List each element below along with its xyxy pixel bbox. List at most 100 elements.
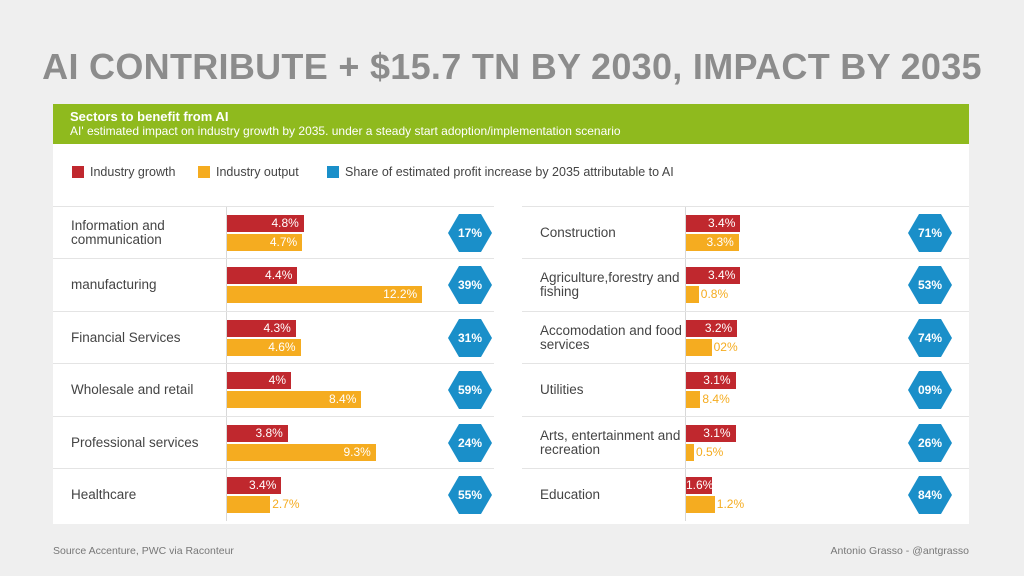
hexagon-shape bbox=[908, 214, 952, 252]
growth-bar: 3.4% bbox=[686, 215, 741, 232]
output-bar bbox=[686, 338, 712, 356]
share-hexagon: 84% bbox=[908, 476, 952, 514]
sector-label: Construction bbox=[540, 225, 616, 240]
share-hexagon: 53% bbox=[908, 266, 952, 305]
hexagon-fill bbox=[448, 371, 492, 410]
growth-bar: 3.2% bbox=[686, 319, 738, 337]
legend-swatch-growth bbox=[72, 166, 84, 178]
output-bar bbox=[686, 391, 701, 409]
hexagon-shape bbox=[448, 423, 492, 462]
chart-row: Utilities 3.1% 8.4% 09% bbox=[522, 363, 969, 417]
share-value: 84% bbox=[917, 488, 943, 502]
hexagon-shape bbox=[448, 371, 492, 410]
hexagon-fill bbox=[448, 318, 492, 357]
share-hexagon: 31% bbox=[448, 318, 492, 357]
bar-axis bbox=[226, 311, 227, 364]
sector-label: Agriculture,forestry and fishing bbox=[540, 270, 680, 300]
hexagon-shape bbox=[448, 476, 492, 514]
chart-header-title: Sectors to benefit from AI bbox=[70, 109, 229, 124]
output-bar bbox=[686, 443, 694, 461]
chart-row: Agriculture,forestry and fishing 3.4% 0.8%… bbox=[522, 258, 969, 312]
sector-label: Utilities bbox=[540, 382, 584, 398]
share-value: 26% bbox=[917, 435, 943, 450]
share-hexagon: 17% bbox=[448, 214, 492, 252]
sector-label: Financial Services bbox=[71, 329, 181, 345]
chart-row: Construction 3.4% 3.3% 71% bbox=[522, 206, 969, 259]
hexagon-fill bbox=[908, 266, 952, 305]
share-hexagon: 59% bbox=[448, 371, 492, 410]
chart-row: Wholesale and retail 4% 8.4% 59% bbox=[53, 363, 494, 417]
output-bar-label: 1.2% bbox=[716, 497, 745, 511]
hexagon-shape bbox=[908, 476, 952, 514]
hexagon-shape bbox=[908, 266, 952, 305]
growth-bar: 3.8% bbox=[227, 424, 288, 442]
share-hexagon: 55% bbox=[448, 476, 492, 514]
output-bar bbox=[686, 286, 699, 304]
hexagon-shape bbox=[908, 318, 952, 357]
sector-label: Accomodation and food services bbox=[540, 322, 682, 352]
share-hexagon: 39% bbox=[448, 266, 492, 305]
bar-axis bbox=[685, 311, 686, 364]
sector-label: Arts, entertainment and recreation bbox=[540, 427, 681, 457]
chart-row: manufacturing 4.4% 12.2% 39% bbox=[53, 258, 494, 312]
bar-axis bbox=[685, 207, 686, 259]
legend-label-share: Share of estimated profit increase by 20… bbox=[345, 165, 674, 179]
sector-label: Professional services bbox=[71, 434, 199, 450]
output-bar bbox=[686, 496, 715, 513]
growth-bar: 3.1% bbox=[686, 372, 736, 390]
share-value: 59% bbox=[457, 383, 483, 398]
output-bar: 3.3% bbox=[686, 234, 739, 251]
growth-bar: 4.4% bbox=[227, 267, 298, 285]
bar-axis bbox=[685, 364, 686, 417]
share-hexagon: 71% bbox=[908, 214, 952, 252]
bar-axis bbox=[226, 469, 227, 521]
share-hexagon: 24% bbox=[448, 423, 492, 462]
growth-bar: 3.1% bbox=[686, 424, 736, 442]
chart-row: Arts, entertainment and recreation 3.1% 0.… bbox=[522, 415, 969, 469]
hexagon-shape bbox=[908, 371, 952, 410]
growth-bar: 4% bbox=[227, 372, 291, 390]
growth-bar: 3.4% bbox=[227, 477, 282, 494]
output-bar-label: 2.7% bbox=[272, 497, 300, 511]
output-bar-label: 8.4% bbox=[702, 392, 730, 407]
bar-axis bbox=[226, 259, 227, 312]
output-bar-label: 0.8% bbox=[700, 287, 729, 302]
legend-swatch-share bbox=[327, 166, 339, 178]
credit-note: Antonio Grasso - @antgrasso bbox=[830, 545, 969, 557]
output-bar-label: 0.5% bbox=[696, 444, 724, 459]
growth-bar: 4.8% bbox=[227, 215, 304, 232]
bar-axis bbox=[226, 364, 227, 417]
chart-header: Sectors to benefit from AI AI' estimated… bbox=[53, 104, 969, 144]
chart-row: Accomodation and food services 3.2% 02% 74% bbox=[522, 310, 969, 364]
page-title: AI CONTRIBUTE + $15.7 TN BY 2030, IMPACT… bbox=[42, 46, 982, 87]
hexagon-shape bbox=[448, 266, 492, 305]
growth-bar: 3.4% bbox=[686, 267, 741, 285]
chart-row: Education 1.6% 1.2% 84% bbox=[522, 468, 969, 521]
bar-axis bbox=[685, 416, 686, 469]
legend-swatch-output bbox=[198, 166, 210, 178]
share-hexagon: 26% bbox=[908, 423, 952, 462]
hexagon-fill bbox=[908, 214, 952, 252]
output-bar: 4.7% bbox=[227, 234, 303, 251]
output-bar: 12.2% bbox=[227, 286, 423, 304]
output-bar: 8.4% bbox=[227, 391, 362, 409]
legend-item-share: Share of estimated profit increase by 20… bbox=[327, 165, 674, 179]
hexagon-fill bbox=[908, 423, 952, 462]
bar-axis bbox=[685, 469, 686, 521]
legend-item-output: Industry output bbox=[198, 165, 299, 179]
share-value: 71% bbox=[917, 226, 943, 240]
share-value: 17% bbox=[457, 226, 483, 240]
output-bar: 9.3% bbox=[227, 443, 376, 461]
share-value: 09% bbox=[917, 383, 943, 398]
sector-label: manufacturing bbox=[71, 277, 157, 293]
hexagon-fill bbox=[448, 423, 492, 462]
share-value: 24% bbox=[457, 435, 483, 450]
share-hexagon: 74% bbox=[908, 318, 952, 357]
share-value: 74% bbox=[917, 330, 943, 345]
hexagon-shape bbox=[448, 318, 492, 357]
share-hexagon: 09% bbox=[908, 371, 952, 410]
legend-label-output: Industry output bbox=[216, 165, 299, 179]
chart-panel: Industry growth Industry output Share of… bbox=[53, 144, 969, 524]
output-bar bbox=[227, 496, 271, 513]
chart-row: Professional services 3.8% 9.3% 24% bbox=[53, 415, 494, 469]
